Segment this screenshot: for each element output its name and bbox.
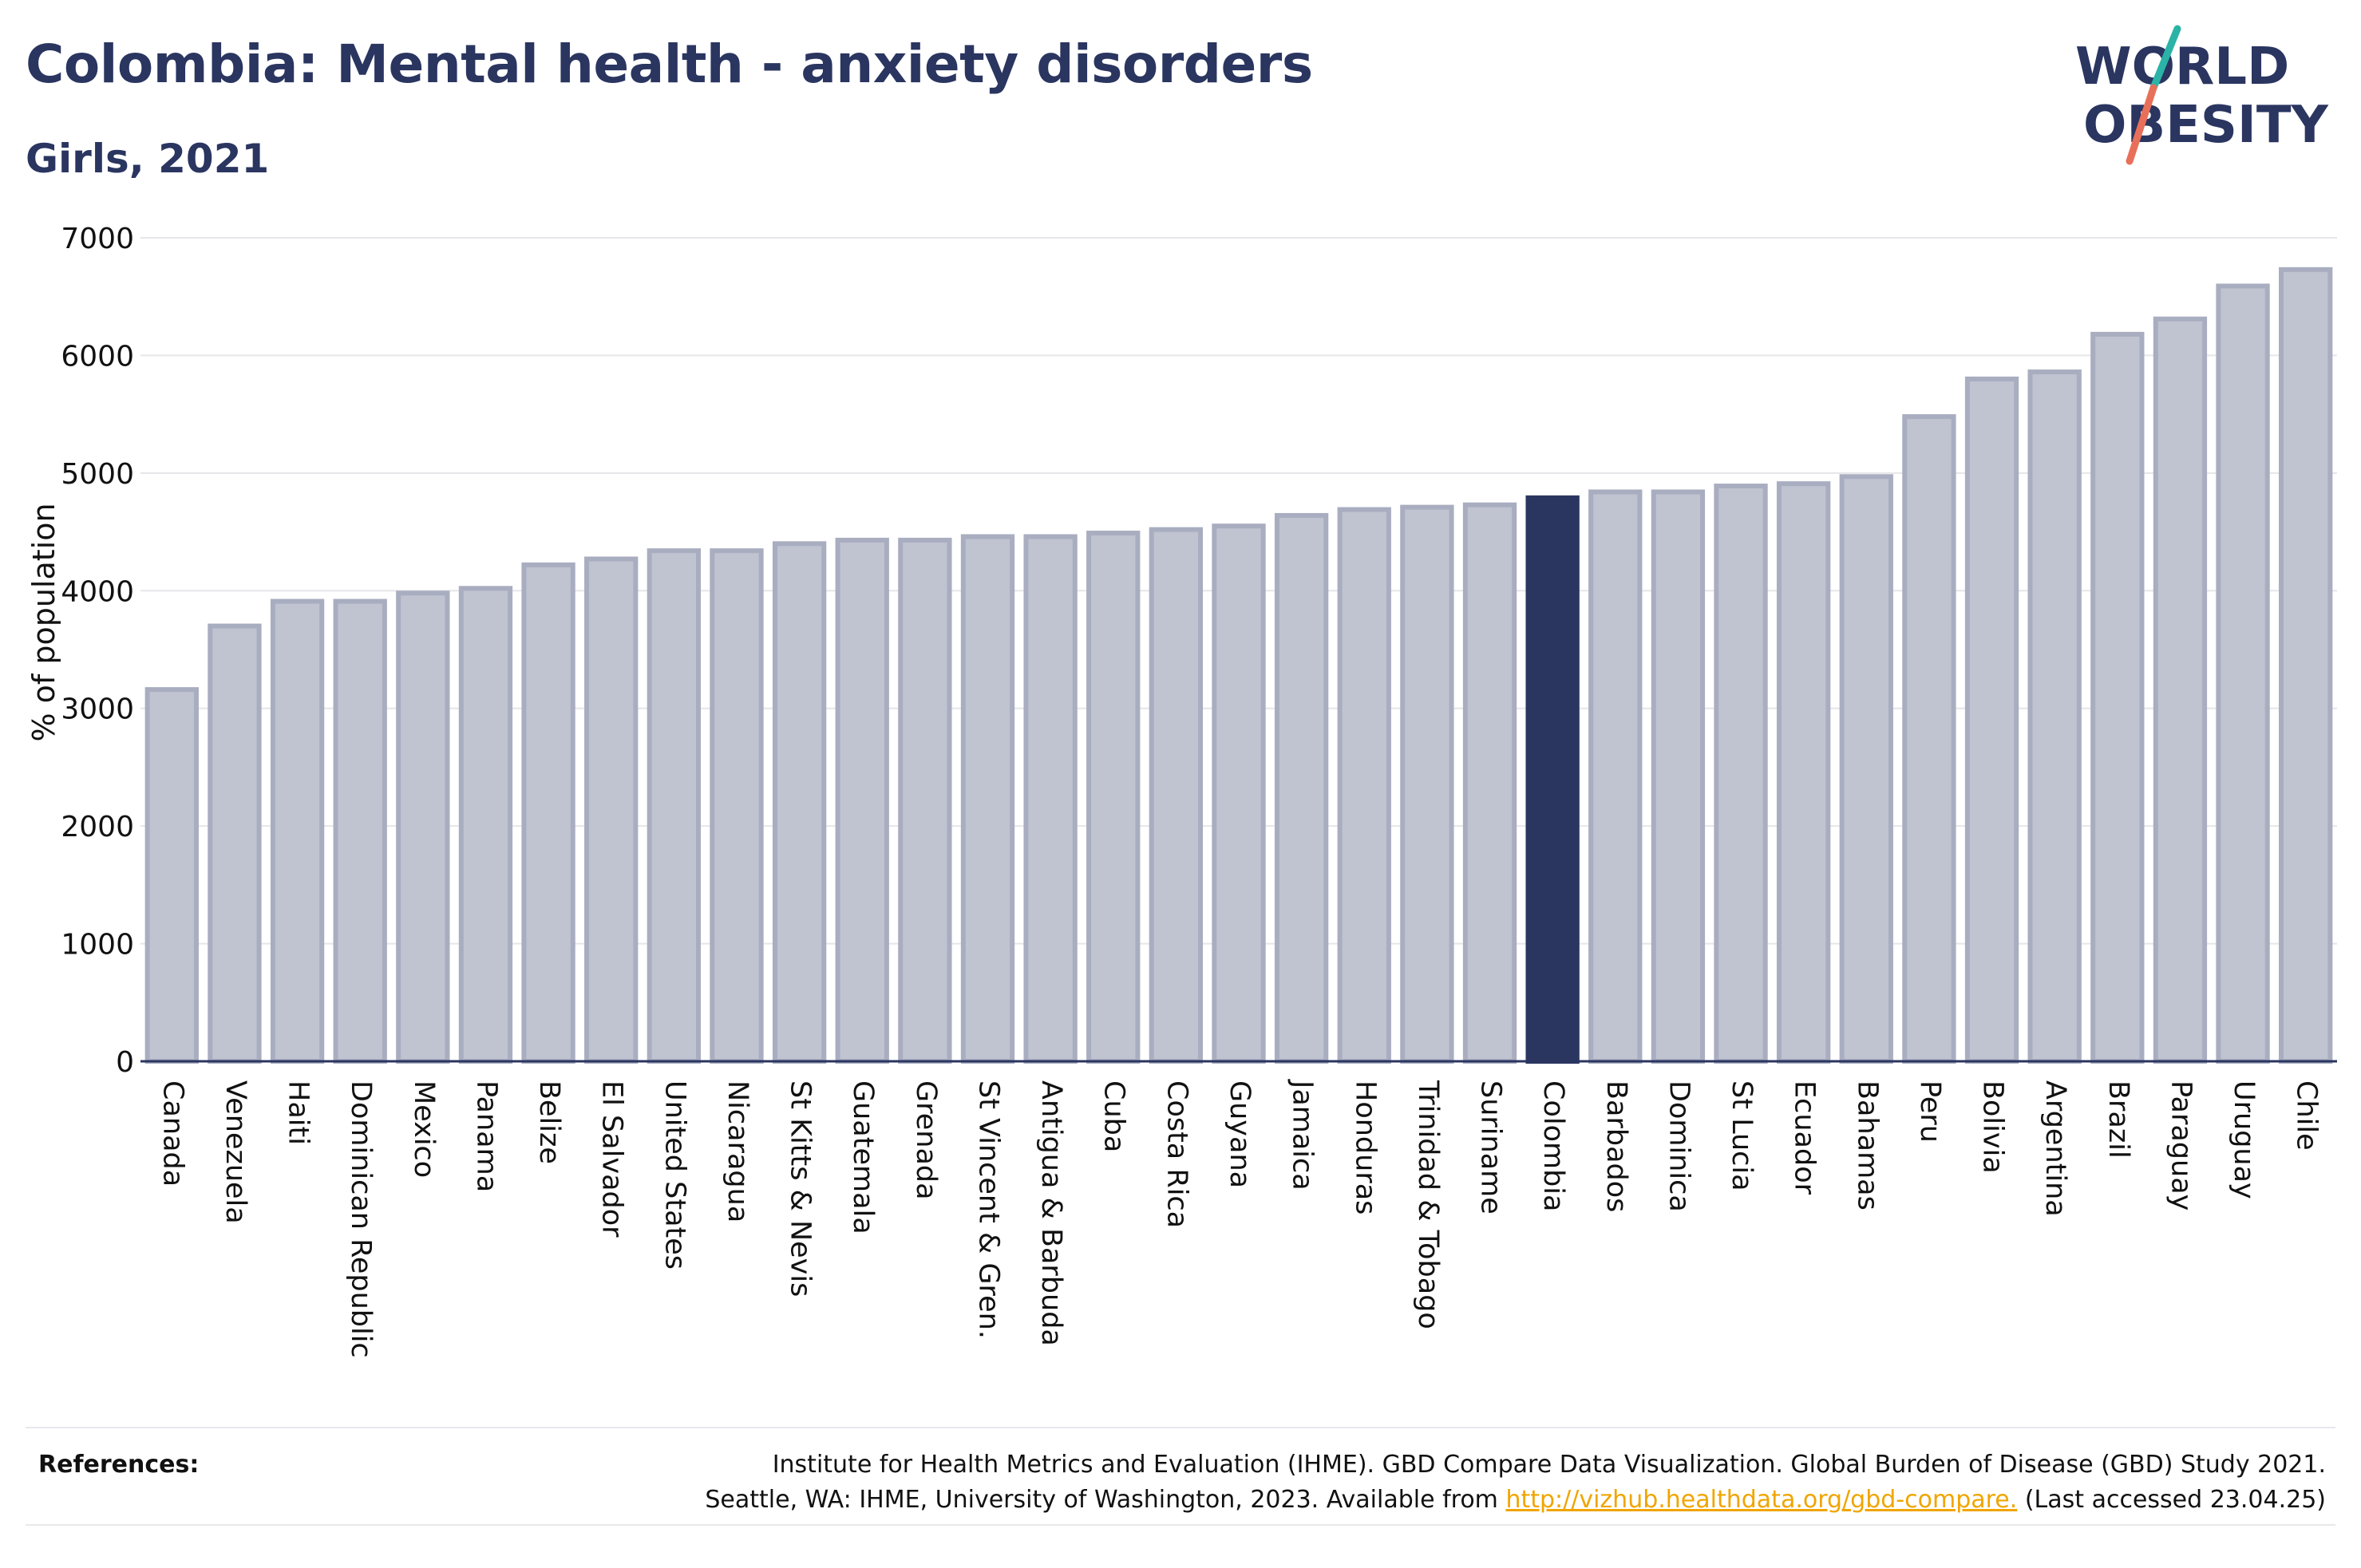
bar-honduras bbox=[1337, 507, 1391, 1064]
x-tick-label: Honduras bbox=[1349, 1080, 1381, 1215]
y-tick-label: 4000 bbox=[61, 575, 134, 608]
y-axis-label: % of population bbox=[26, 503, 61, 741]
references-line2: Seattle, WA: IHME, University of Washing… bbox=[705, 1483, 2326, 1518]
references-line1: Institute for Health Metrics and Evaluat… bbox=[772, 1451, 2326, 1479]
x-tick-label: Guatemala bbox=[847, 1080, 879, 1234]
bar-chile bbox=[2279, 267, 2333, 1064]
bar-el-salvador bbox=[584, 556, 639, 1064]
bar-layer bbox=[144, 267, 2333, 1064]
x-tick-label: Panama bbox=[470, 1080, 502, 1192]
x-tick-label: Nicaragua bbox=[722, 1080, 753, 1222]
x-tick-label: Bahamas bbox=[1851, 1080, 1883, 1211]
y-axis-ticks: 0 1000 2000 3000 4000 5000 6000 7000 bbox=[61, 223, 134, 1079]
x-tick-label: St Vincent & Gren. bbox=[972, 1080, 1004, 1339]
x-tick-label: Bolivia bbox=[1977, 1080, 2009, 1174]
x-tick-label: United States bbox=[658, 1080, 690, 1270]
references-label: References: bbox=[38, 1451, 200, 1479]
x-tick-label: Mexico bbox=[408, 1080, 440, 1178]
x-tick-label: Chile bbox=[2291, 1080, 2323, 1151]
y-tick-label: 7000 bbox=[61, 223, 134, 255]
bar-peru bbox=[1902, 414, 1956, 1064]
y-tick-label: 0 bbox=[116, 1046, 134, 1079]
x-tick-label: Dominican Republic bbox=[345, 1080, 377, 1358]
y-tick-label: 2000 bbox=[61, 811, 134, 843]
x-tick-label: Guyana bbox=[1224, 1080, 1256, 1188]
bar-suriname bbox=[1462, 502, 1517, 1064]
bar-chart: 0 1000 2000 3000 4000 5000 6000 7000 Canada Vene… bbox=[26, 223, 2337, 1358]
x-tick-label: Belize bbox=[533, 1080, 565, 1164]
bar-panama bbox=[458, 586, 513, 1064]
bar-st-kitts-nevis bbox=[772, 541, 827, 1064]
bar-nicaragua bbox=[710, 548, 764, 1064]
bar-barbados bbox=[1588, 489, 1643, 1064]
bar-mexico bbox=[396, 590, 450, 1064]
logo-line2: OBESITY bbox=[2083, 96, 2328, 155]
logo-slash-bottom bbox=[2126, 84, 2157, 165]
x-tick-label: Trinidad & Tobago bbox=[1412, 1080, 1444, 1329]
x-tick-label: Haiti bbox=[283, 1080, 314, 1145]
x-tick-label: Costa Rica bbox=[1161, 1080, 1192, 1228]
bar-belize bbox=[521, 562, 575, 1064]
bar-haiti bbox=[270, 598, 325, 1064]
bar-cuba bbox=[1086, 531, 1141, 1064]
references-divider-top bbox=[26, 1427, 2335, 1428]
bar-argentina bbox=[2027, 369, 2082, 1064]
bar-united-states bbox=[647, 548, 702, 1064]
x-tick-label: Colombia bbox=[1537, 1080, 1569, 1211]
y-tick-label: 1000 bbox=[61, 929, 134, 962]
x-tick-label: Ecuador bbox=[1789, 1080, 1821, 1195]
chart-subtitle: Girls, 2021 bbox=[26, 136, 270, 182]
bar-trinidad-tobago bbox=[1400, 504, 1454, 1064]
x-tick-label: St Kitts & Nevis bbox=[785, 1080, 817, 1297]
chart-title: Colombia: Mental health - anxiety disord… bbox=[26, 34, 1313, 95]
references-line2-suffix: (Last accessed 23.04.25) bbox=[2017, 1486, 2326, 1514]
bar-guyana bbox=[1212, 523, 1266, 1064]
x-tick-label: Antigua & Barbuda bbox=[1035, 1080, 1067, 1346]
bar-brazil bbox=[2090, 331, 2145, 1064]
bar-dominican-republic bbox=[333, 598, 387, 1064]
logo-line1: WORLD bbox=[2075, 38, 2289, 97]
bar-paraguay bbox=[2153, 316, 2208, 1064]
bar-bahamas bbox=[1839, 474, 1893, 1064]
x-tick-label: Peru bbox=[1914, 1080, 1946, 1143]
x-tick-label: Grenada bbox=[910, 1080, 942, 1200]
x-tick-label: Jamaica bbox=[1287, 1079, 1319, 1191]
references-divider-bottom bbox=[26, 1524, 2335, 1526]
bar-jamaica bbox=[1274, 512, 1329, 1064]
x-tick-label: Venezuela bbox=[219, 1080, 251, 1224]
bar-dominica bbox=[1651, 489, 1706, 1064]
x-tick-label: Suriname bbox=[1475, 1080, 1507, 1215]
bar-uruguay bbox=[2216, 283, 2270, 1064]
x-tick-label: Brazil bbox=[2102, 1080, 2134, 1159]
x-tick-label: Canada bbox=[156, 1080, 188, 1187]
references-link[interactable]: http://vizhub.healthdata.org/gbd-compare… bbox=[1505, 1486, 2018, 1514]
x-tick-label: Dominica bbox=[1663, 1080, 1695, 1212]
bar-venezuela bbox=[208, 623, 262, 1064]
y-tick-label: 6000 bbox=[61, 340, 134, 373]
x-tick-label: Paraguay bbox=[2165, 1080, 2197, 1211]
references-line2-prefix: Seattle, WA: IHME, University of Washing… bbox=[705, 1486, 1506, 1514]
x-tick-label: Barbados bbox=[1600, 1080, 1632, 1212]
bar-bolivia bbox=[1964, 376, 2019, 1064]
bar-antigua-barbuda bbox=[1023, 534, 1078, 1064]
bar-st-lucia bbox=[1714, 484, 1768, 1064]
logo-slash-top bbox=[2149, 25, 2181, 92]
bar-costa-rica bbox=[1149, 527, 1204, 1064]
x-tick-label: St Lucia bbox=[1726, 1080, 1758, 1191]
x-tick-label: El Salvador bbox=[596, 1080, 628, 1238]
y-tick-label: 5000 bbox=[61, 458, 134, 491]
references-text: Institute for Health Metrics and Evaluat… bbox=[705, 1448, 2326, 1518]
x-axis-labels: Canada Venezuela Haiti Dominican Republic Me… bbox=[156, 1079, 2322, 1358]
x-tick-label: Uruguay bbox=[2228, 1080, 2260, 1199]
world-obesity-logo: WORLD OBESITY bbox=[2075, 25, 2328, 165]
bar-colombia bbox=[1525, 495, 1580, 1064]
bar-ecuador bbox=[1776, 481, 1831, 1064]
bar-guatemala bbox=[835, 537, 889, 1064]
x-tick-label: Cuba bbox=[1098, 1080, 1130, 1152]
bar-st-vincent-gren- bbox=[960, 534, 1015, 1064]
bar-canada bbox=[144, 687, 199, 1064]
y-tick-label: 3000 bbox=[61, 693, 134, 726]
x-tick-label: Argentina bbox=[2039, 1080, 2071, 1217]
bar-grenada bbox=[898, 537, 952, 1064]
